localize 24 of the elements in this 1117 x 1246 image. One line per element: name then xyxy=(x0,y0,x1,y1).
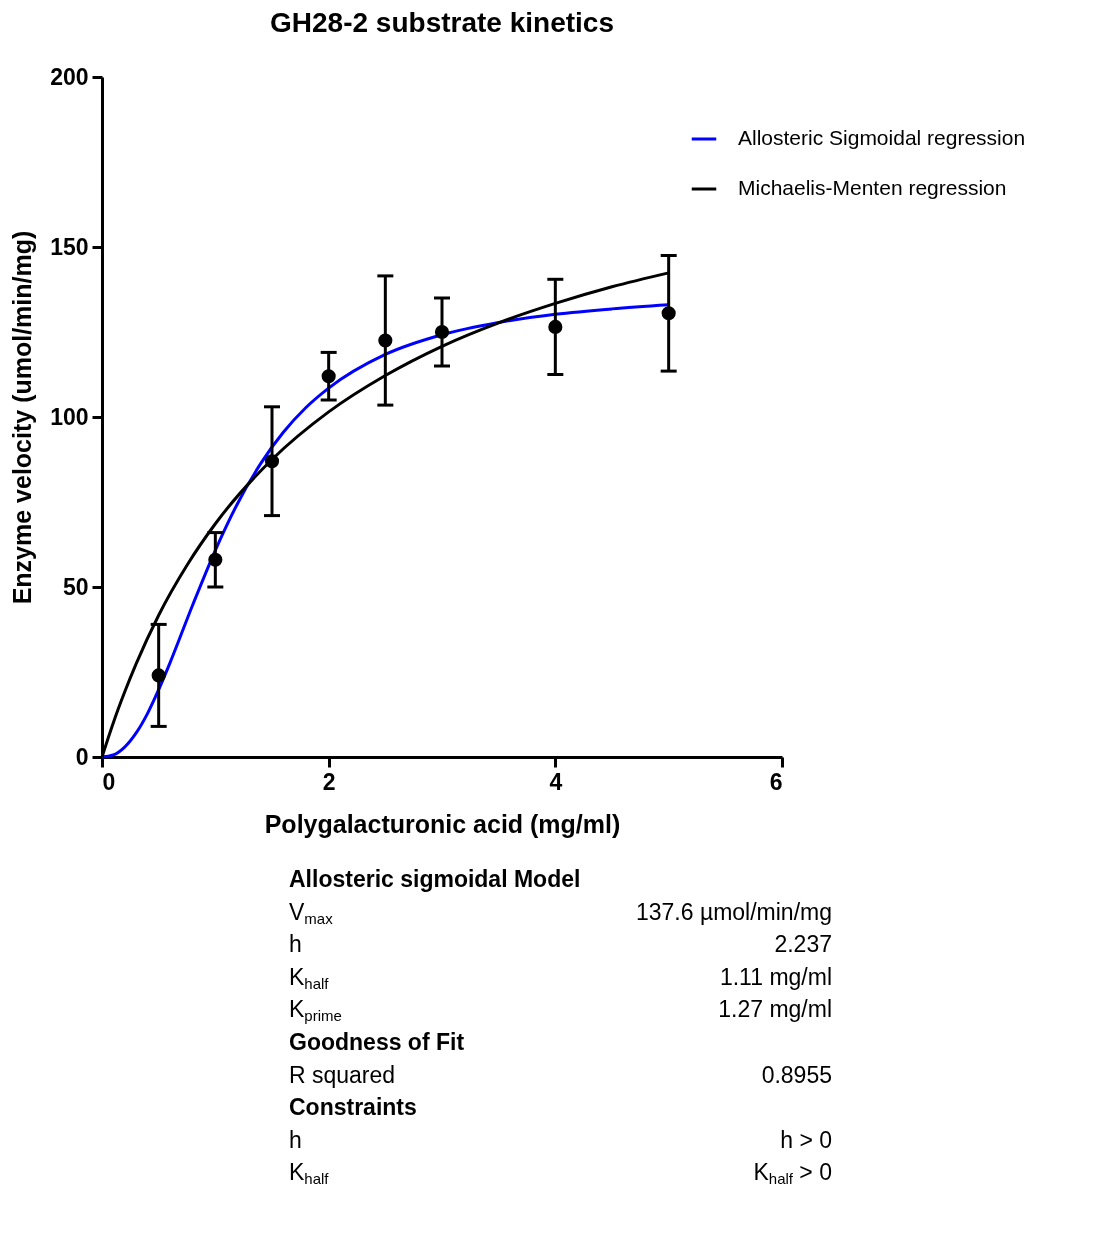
text: R squared 0.8955 xyxy=(289,1061,832,1088)
text: h 2.237 xyxy=(289,931,832,958)
y-tick-label: 50 xyxy=(62,573,89,600)
text: V$_{max}$ 137.6 µmol/min/mg xyxy=(289,898,832,927)
legend-label: Michaelis-Menten regression xyxy=(738,176,1007,199)
text: K$_{prime}$ 1.27 mg/ml xyxy=(289,996,832,1025)
text: h h > 0 xyxy=(289,1126,832,1153)
y-axis-title: Enzyme velocity (umol/min/mg) xyxy=(8,230,37,605)
legend-label: Allosteric Sigmoidal regression xyxy=(738,126,1026,149)
x-tick-label: 0 xyxy=(102,768,116,795)
text: Allosteric sigmoidal Model xyxy=(289,865,581,894)
y-tick-label: 0 xyxy=(75,743,89,770)
text: Goodness of Fit xyxy=(289,1027,465,1057)
y-tick-label: 200 xyxy=(50,63,89,90)
text: K$_{half}$ K$_{half}$ > 0 xyxy=(289,1159,832,1188)
x-axis-title: Polygalacturonic acid (mg/ml) xyxy=(264,809,621,838)
text: Constraints xyxy=(289,1093,417,1123)
x-tick-label: 4 xyxy=(549,768,563,795)
chart-title: GH28-2 substrate kinetics xyxy=(270,7,614,38)
x-tick-label: 6 xyxy=(769,768,783,795)
y-tick-label: 100 xyxy=(50,403,89,430)
text: K$_{half}$ 1.11 mg/ml xyxy=(289,963,832,992)
y-tick-label: 150 xyxy=(50,233,89,260)
x-tick-label: 2 xyxy=(322,768,336,795)
